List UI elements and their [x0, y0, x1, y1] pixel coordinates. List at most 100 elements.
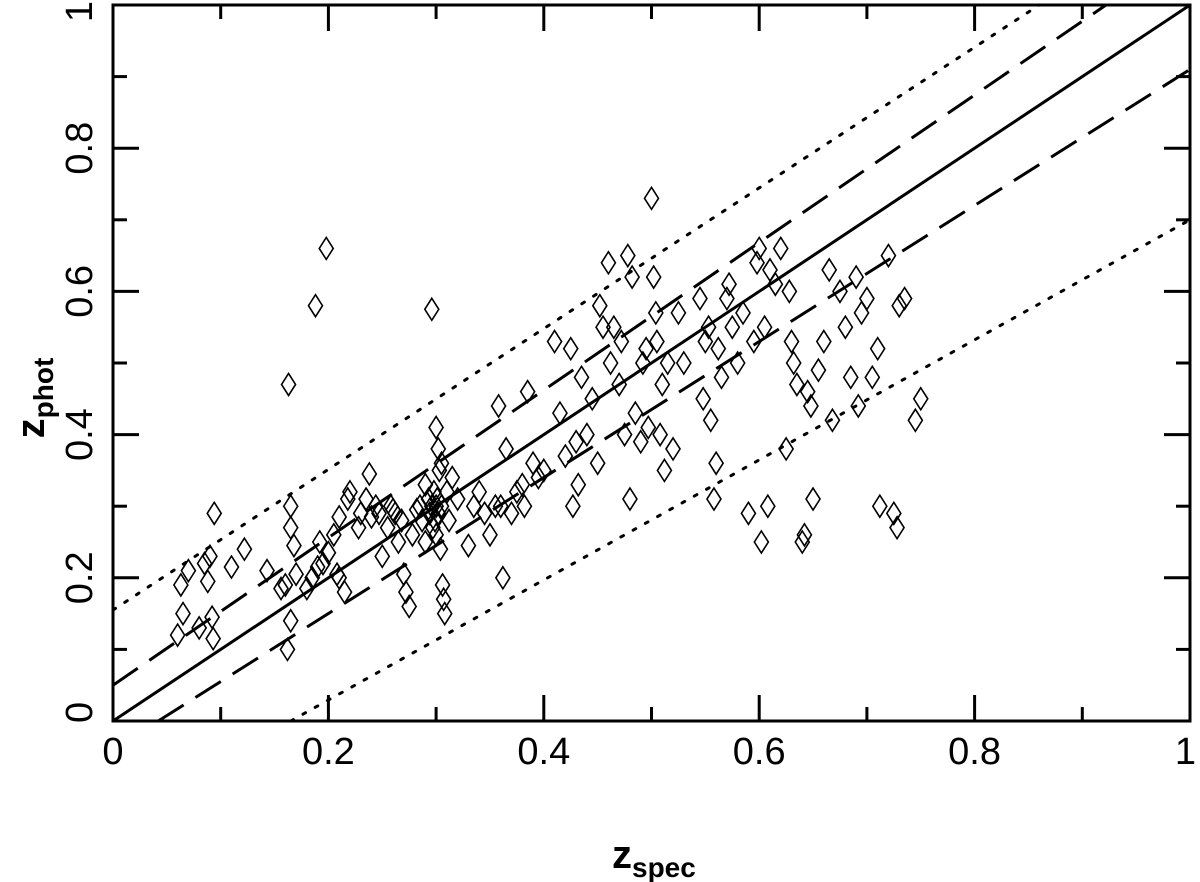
data-point [891, 293, 908, 319]
data-point [487, 493, 504, 519]
data-point [568, 429, 585, 455]
data-point [393, 508, 410, 534]
data-point [788, 371, 805, 397]
data-point [428, 493, 445, 519]
data-point [205, 626, 222, 652]
data-point [498, 436, 515, 462]
x-tick-label: 0.4 [517, 731, 570, 773]
data-point [745, 329, 762, 355]
x-tick-label: 1 [1175, 731, 1196, 773]
data-point [611, 371, 628, 397]
data-point [175, 601, 191, 627]
data-point [482, 522, 498, 548]
data-point [624, 264, 641, 290]
data-point [460, 533, 477, 559]
data-point [832, 278, 848, 304]
data-point [514, 472, 531, 498]
data-point [430, 500, 447, 526]
data-point [595, 314, 611, 340]
data-point [417, 472, 434, 498]
data-point [578, 422, 595, 448]
data-point [223, 554, 240, 580]
data-point [824, 407, 841, 433]
data-point [622, 486, 638, 512]
data-point [414, 508, 431, 534]
data-point [358, 486, 375, 512]
data-point [654, 371, 671, 397]
data-point [853, 300, 870, 326]
data-point [172, 572, 189, 598]
data-point [656, 457, 673, 483]
data-point [361, 461, 378, 487]
data-point [325, 522, 342, 548]
data-point [675, 350, 692, 376]
data-point [427, 508, 443, 534]
data-point [794, 529, 811, 555]
data-point [627, 400, 644, 426]
data-point [602, 350, 619, 376]
data-point [648, 329, 665, 355]
data-point [869, 336, 886, 362]
data-point [307, 293, 324, 319]
data-point [729, 350, 746, 376]
data-point [199, 568, 216, 594]
data-point [503, 500, 520, 526]
data-point [815, 329, 832, 355]
data-point [783, 329, 800, 355]
data-point [570, 472, 587, 498]
data-point [428, 414, 445, 440]
x-tick-label: 0.6 [733, 731, 786, 773]
data-point [749, 250, 765, 276]
data-point [652, 422, 669, 448]
reference-line-dotted [289, 218, 1192, 723]
data-point [706, 486, 722, 512]
plot-frame [111, 3, 1192, 723]
data-point [320, 540, 337, 566]
data-point [670, 300, 687, 326]
data-point [889, 515, 906, 541]
data-point [562, 336, 579, 362]
data-point [280, 371, 297, 397]
x-tick-label: 0 [102, 731, 123, 773]
data-point [476, 500, 493, 526]
data-point [778, 436, 795, 462]
data-point [762, 257, 778, 283]
data-point [600, 250, 617, 276]
data-point [912, 386, 929, 412]
data-point [759, 493, 776, 519]
data-point [799, 379, 816, 405]
data-point [619, 243, 636, 269]
x-tick-label: 0.8 [948, 731, 1001, 773]
data-point [516, 493, 533, 519]
axes-ticks [111, 3, 1192, 723]
data-point [647, 300, 664, 326]
data-point [444, 465, 461, 491]
data-point [645, 264, 662, 290]
data-point [740, 500, 757, 526]
data-point [708, 450, 725, 476]
data-point [640, 414, 657, 440]
data-point [492, 493, 509, 519]
data-point [810, 357, 827, 383]
data-point [196, 550, 213, 576]
data-point [858, 286, 875, 312]
data-point [864, 364, 881, 390]
data-point [702, 407, 719, 433]
data-point [408, 497, 425, 523]
data-point [805, 486, 821, 512]
data-point [433, 450, 450, 476]
reference-line-dashed [157, 68, 1191, 723]
data-point [896, 286, 913, 312]
data-point [519, 379, 536, 405]
data-point [490, 393, 507, 419]
data-point [206, 500, 223, 526]
data-point [796, 522, 813, 548]
data-point [339, 486, 356, 512]
reference-line-dotted [111, 3, 1041, 612]
data-point [616, 422, 633, 448]
data-point [430, 436, 447, 462]
data-points [169, 185, 929, 662]
data-point [821, 257, 838, 283]
data-point [401, 593, 418, 619]
